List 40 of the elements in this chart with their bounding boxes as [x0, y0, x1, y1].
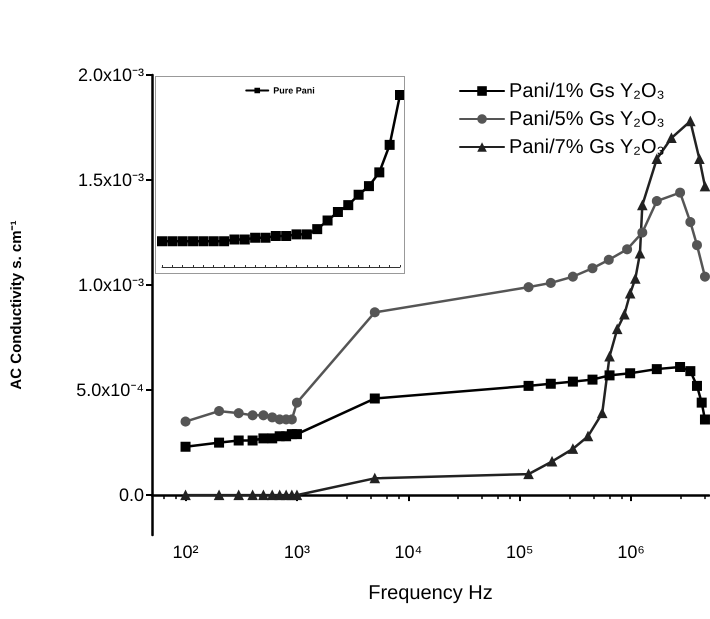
- legend-label: Pani/5% Gs Y₂O₃: [509, 108, 665, 130]
- y-axis-title: AC Conductivity s. cm⁻¹: [8, 220, 25, 390]
- x-axis-title: Frequency Hz: [368, 582, 493, 604]
- point: [354, 190, 364, 200]
- point: [281, 231, 292, 242]
- point: [157, 236, 167, 246]
- point: [208, 236, 219, 246]
- y-tick-label: 1.0x10⁻³: [78, 275, 144, 296]
- point: [312, 224, 322, 234]
- legend-label: Pani/1% Gs Y₂O₃: [509, 80, 665, 102]
- x-tick-label: 10⁶: [617, 542, 645, 562]
- point: [219, 236, 230, 246]
- y-tick-label: 5.0x10⁻⁴: [76, 380, 144, 400]
- x-tick-label: 10⁵: [506, 542, 534, 562]
- y-tick-label: 0.0: [118, 485, 144, 506]
- y-tick-label: 1.5x10⁻³: [78, 170, 144, 190]
- legend-label: Pure Pani: [273, 86, 315, 96]
- point: [188, 236, 198, 246]
- point: [322, 216, 333, 226]
- point: [332, 206, 343, 217]
- point: [374, 167, 384, 178]
- point: [260, 232, 270, 243]
- point: [384, 140, 395, 150]
- x-tick-label: 10³: [284, 542, 310, 562]
- point: [302, 229, 312, 240]
- x-tick-label: 10⁴: [394, 542, 422, 562]
- point: [198, 236, 208, 246]
- point: [229, 234, 240, 244]
- point: [178, 236, 188, 246]
- x-tick-label: 10²: [172, 542, 199, 562]
- point: [270, 231, 281, 242]
- point: [343, 200, 354, 210]
- point: [240, 234, 250, 244]
- point: [250, 232, 260, 243]
- legend-label: Pani/7% Gs Y₂O₃: [509, 136, 665, 158]
- y-tick-label: 2.0x10⁻³: [78, 65, 144, 85]
- point: [395, 90, 404, 100]
- point: [364, 181, 374, 192]
- point: [167, 236, 178, 246]
- point: [292, 229, 302, 240]
